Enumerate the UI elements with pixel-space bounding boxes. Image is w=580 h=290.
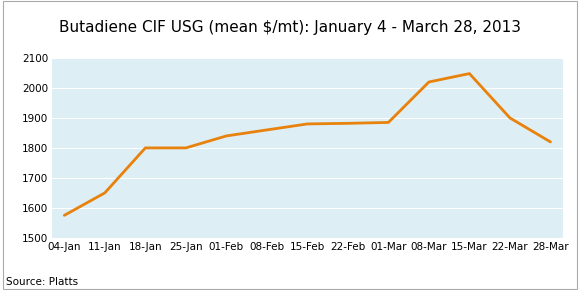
Text: Source: Platts: Source: Platts <box>6 277 78 287</box>
Text: Butadiene CIF USG (mean $/mt): January 4 - March 28, 2013: Butadiene CIF USG (mean $/mt): January 4… <box>59 20 521 35</box>
